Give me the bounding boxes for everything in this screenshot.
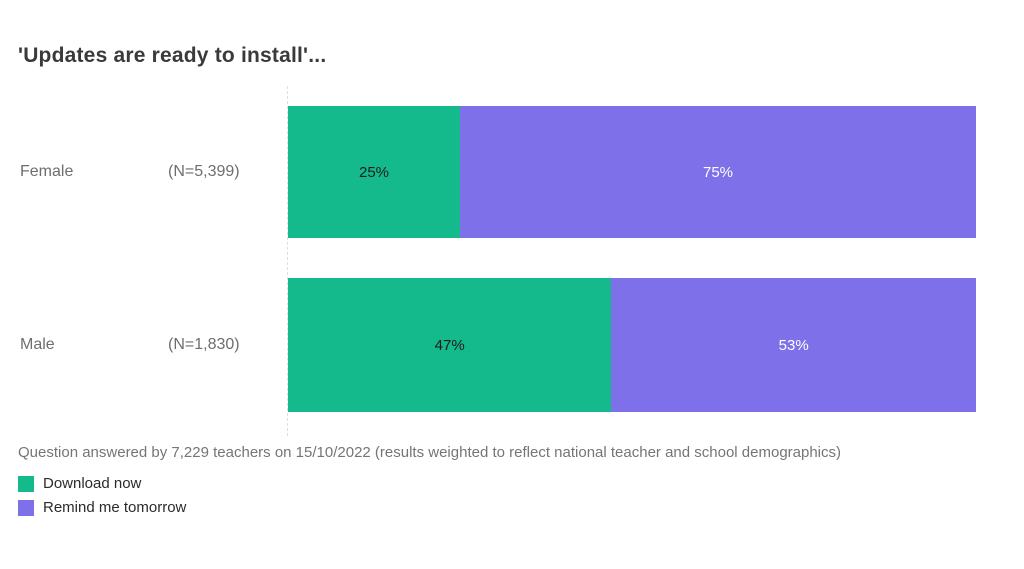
- chart-title: 'Updates are ready to install'...: [18, 44, 327, 67]
- chart-row-female: Female (N=5,399) 25% 75%: [0, 106, 1024, 238]
- stacked-bar-female: 25% 75%: [288, 106, 976, 238]
- chart-row-male: Male (N=1,830) 47% 53%: [0, 278, 1024, 412]
- sample-size-label-female: (N=5,399): [168, 163, 240, 180]
- category-label-male: Male: [20, 336, 55, 353]
- stacked-bar-male: 47% 53%: [288, 278, 976, 412]
- legend-swatch-download-now: [18, 475, 34, 492]
- chart-legend: Download now Remind me tomorrow: [18, 475, 186, 516]
- legend-label-download-now: Download now: [43, 475, 142, 492]
- legend-item-remind-me-tomorrow: Remind me tomorrow: [18, 499, 186, 516]
- legend-item-download-now: Download now: [18, 475, 186, 492]
- chart-footnote: Question answered by 7,229 teachers on 1…: [18, 444, 842, 461]
- value-label-male-download-now: 47%: [434, 336, 465, 354]
- legend-label-remind-me-tomorrow: Remind me tomorrow: [43, 499, 187, 516]
- legend-swatch-remind-me-tomorrow: [18, 499, 34, 516]
- value-label-male-remind-me-tomorrow: 53%: [778, 336, 809, 354]
- axis-baseline: [287, 86, 288, 436]
- bar-segment-male-download-now: 47%: [288, 278, 612, 412]
- sample-size-label-male: (N=1,830): [168, 336, 240, 353]
- value-label-female-remind-me-tomorrow: 75%: [702, 163, 734, 181]
- bar-segment-male-remind-me-tomorrow: 53%: [611, 278, 976, 412]
- value-label-female-download-now: 25%: [358, 163, 390, 181]
- category-label-female: Female: [20, 163, 74, 180]
- bar-segment-female-remind-me-tomorrow: 75%: [460, 106, 976, 238]
- bar-segment-female-download-now: 25%: [288, 106, 460, 238]
